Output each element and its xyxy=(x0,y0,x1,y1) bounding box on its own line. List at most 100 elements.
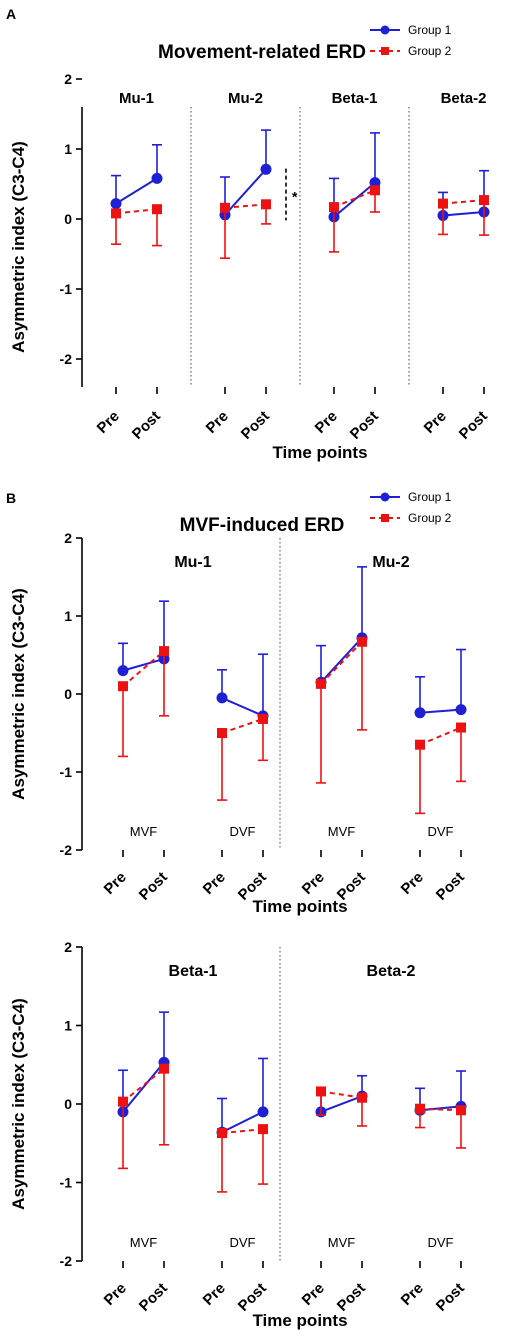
data-point xyxy=(438,198,448,209)
panel-label: A xyxy=(6,6,16,22)
series-line xyxy=(221,1110,264,1134)
data-point xyxy=(110,198,122,210)
data-point xyxy=(111,208,121,219)
data-point xyxy=(159,1063,169,1074)
series-line xyxy=(442,199,485,205)
y-tick-label: 1 xyxy=(64,141,72,157)
series-line xyxy=(320,641,363,685)
data-point xyxy=(316,678,326,689)
series-group2 xyxy=(217,1124,268,1193)
series-line xyxy=(122,1061,165,1113)
x-tick-label: Post xyxy=(433,869,468,904)
series-group2 xyxy=(118,646,169,758)
series-group2 xyxy=(329,185,380,253)
x-tick-label: Pre xyxy=(398,869,427,898)
data-point xyxy=(117,665,129,677)
y-axis-label: Asymmetric index (C3-C4) xyxy=(9,588,28,800)
data-point xyxy=(216,692,228,704)
group-1: MVF Pre Post xyxy=(101,600,171,904)
series-group2 xyxy=(415,722,466,815)
x-tick-label: Pre xyxy=(299,1280,328,1309)
y-tick-label: 1 xyxy=(64,608,72,624)
group-1: Mu-1 Pre Post xyxy=(94,90,164,443)
data-point xyxy=(217,1128,227,1139)
y-axis-label: Asymmetric index (C3-C4) xyxy=(9,998,28,1210)
condition-label: MVF xyxy=(130,824,158,839)
condition-label: MVF xyxy=(328,1235,356,1250)
condition-label: DVF xyxy=(428,1235,454,1250)
x-tick-label: Post xyxy=(129,408,164,443)
series-line xyxy=(224,168,267,216)
chart-title: MVF-induced ERD xyxy=(180,515,345,536)
series-group1 xyxy=(216,653,269,722)
y-tick-label: 2 xyxy=(64,71,72,87)
condition-label: MVF xyxy=(328,824,356,839)
x-tick-label: Post xyxy=(136,1280,171,1315)
series-line xyxy=(320,1095,363,1113)
group-4: DVF Pre Post xyxy=(398,1070,468,1315)
series-group1 xyxy=(117,600,170,677)
x-tick-label: Pre xyxy=(200,1280,229,1309)
chart-title: Movement-related ERD xyxy=(158,42,366,63)
data-point xyxy=(456,1105,466,1116)
data-point xyxy=(261,199,271,210)
legend-marker-group1 xyxy=(380,25,390,35)
series-line xyxy=(419,1107,462,1112)
series-line xyxy=(419,1105,462,1112)
data-point xyxy=(479,195,489,206)
section-title: Mu-1 xyxy=(174,554,211,571)
x-tick-label: Pre xyxy=(200,869,229,898)
x-tick-label: Pre xyxy=(101,1280,130,1309)
x-tick-label: Post xyxy=(456,408,491,443)
series-line xyxy=(221,696,264,717)
series-line xyxy=(320,637,363,683)
series-group2 xyxy=(118,1063,169,1170)
y-tick-label: 1 xyxy=(64,1018,72,1034)
series-line xyxy=(115,208,158,215)
legend-marker-group1 xyxy=(380,492,390,502)
x-tick-label: Pre xyxy=(398,1280,427,1309)
section-title: Beta-2 xyxy=(367,963,416,980)
data-point xyxy=(370,185,380,196)
y-axis-label: Asymmetric index (C3-C4) xyxy=(9,141,28,353)
legend-label-group2: Group 2 xyxy=(408,44,452,58)
x-tick-label: Pre xyxy=(421,408,450,437)
data-point xyxy=(257,1106,269,1118)
y-tick-label: 2 xyxy=(64,939,72,955)
chart-3: 2 1 0 -1 -2 Asymmetric index (C3-C4) Time poin… xyxy=(9,939,468,1330)
data-point xyxy=(455,704,467,716)
series-line xyxy=(419,708,462,714)
y-tick-label: 0 xyxy=(64,686,72,702)
x-tick-label: Post xyxy=(433,1280,468,1315)
x-tick-label: Post xyxy=(238,408,273,443)
x-tick-label: Pre xyxy=(94,408,123,437)
data-point xyxy=(151,172,163,184)
data-point xyxy=(159,646,169,657)
x-axis-label: Time points xyxy=(272,443,367,462)
condition-label: DVF xyxy=(230,1235,256,1250)
series-line xyxy=(122,657,165,672)
x-tick-label: Pre xyxy=(101,869,130,898)
group-1: MVF Pre Post xyxy=(101,1011,171,1315)
series-line xyxy=(320,1090,363,1099)
condition-label: DVF xyxy=(428,824,454,839)
data-point xyxy=(152,204,162,215)
section-title: Mu-2 xyxy=(372,554,409,571)
x-axis-label: Time points xyxy=(252,1311,347,1330)
legend-label-group1: Group 1 xyxy=(408,490,452,504)
x-tick-label: Pre xyxy=(312,408,341,437)
series-line xyxy=(221,718,264,734)
data-point xyxy=(357,1092,367,1103)
y-tick-label: -2 xyxy=(60,842,73,858)
group-4: DVF Pre Post xyxy=(398,648,468,904)
data-point xyxy=(415,1103,425,1114)
series-group2 xyxy=(220,199,271,260)
panel-label: B xyxy=(6,490,16,506)
data-point xyxy=(118,1096,128,1107)
data-point xyxy=(220,202,230,213)
series-line xyxy=(115,177,158,205)
